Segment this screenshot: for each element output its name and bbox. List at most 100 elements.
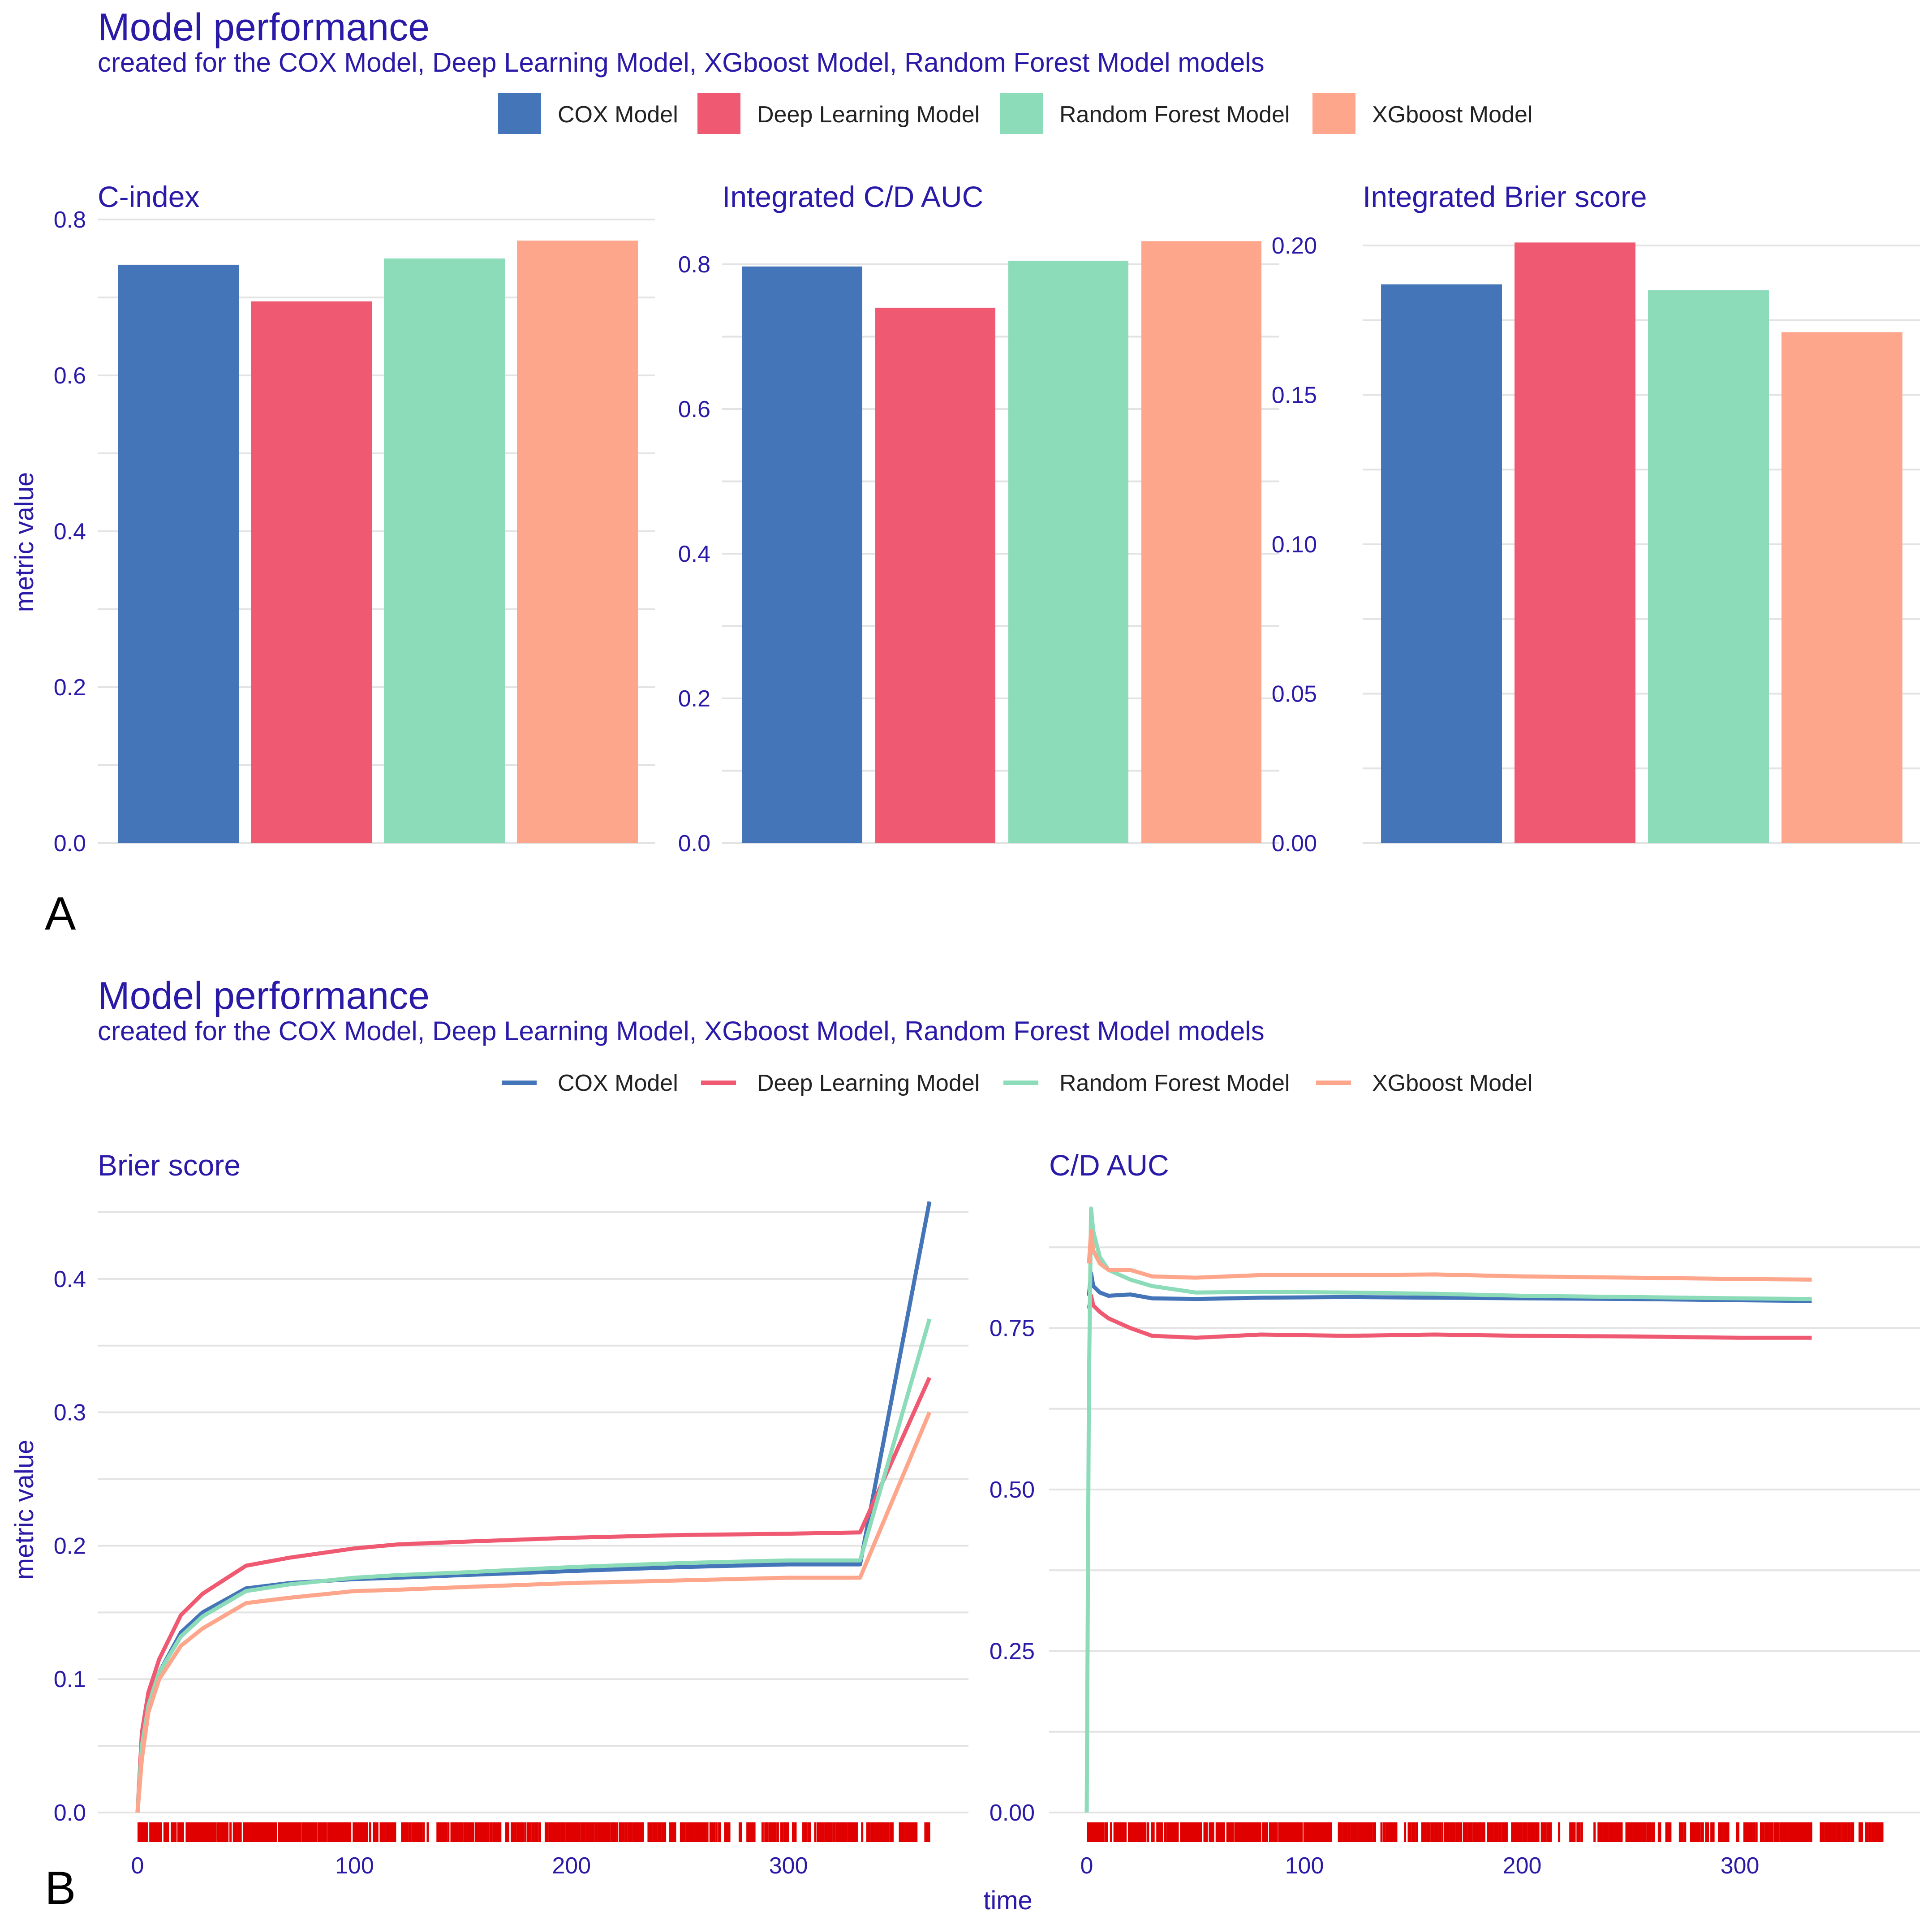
rug-mark <box>1156 1822 1159 1842</box>
rug-mark <box>1558 1822 1561 1842</box>
rug-mark <box>1483 1822 1485 1842</box>
rug-mark <box>387 1822 394 1842</box>
panel-a-ylabel: metric value <box>10 472 39 612</box>
rug-mark <box>909 1822 912 1842</box>
rug-mark <box>1121 1822 1124 1842</box>
y-tick-label: 0.4 <box>54 519 86 545</box>
rug-mark <box>310 1822 312 1842</box>
rug-mark <box>544 1822 549 1842</box>
legend-swatch-deep-learning-model <box>697 93 740 134</box>
rug-mark <box>570 1822 572 1842</box>
rug-mark <box>290 1822 293 1842</box>
bar-cox-model <box>1381 284 1502 844</box>
legend-label-xgboost-model: XGboost Model <box>1372 1070 1532 1096</box>
rug-mark <box>1102 1822 1105 1842</box>
rug-mark <box>1242 1822 1244 1842</box>
rug-mark <box>1240 1822 1243 1842</box>
rug-mark <box>263 1822 266 1842</box>
rug-mark <box>1300 1822 1303 1842</box>
rug-mark <box>1106 1822 1108 1842</box>
rug-mark <box>338 1822 341 1842</box>
rug-mark <box>1755 1822 1758 1842</box>
bar-random-forest-model <box>384 258 505 843</box>
chart-title-brier-score: Brier score <box>98 1149 241 1182</box>
rug-mark <box>288 1822 291 1842</box>
rug-mark <box>870 1822 874 1842</box>
y-tick-label: 0.8 <box>678 252 710 278</box>
rug-mark <box>251 1822 254 1842</box>
rug-mark <box>1227 1822 1230 1842</box>
y-tick-label: 0.05 <box>1272 681 1317 707</box>
rug-mark <box>1303 1822 1306 1842</box>
rug-mark <box>647 1822 653 1842</box>
rug-mark <box>1540 1822 1547 1842</box>
rug-mark <box>1140 1822 1143 1842</box>
rug-mark <box>322 1822 325 1842</box>
x-tick-label: 300 <box>1721 1853 1760 1879</box>
rug-mark <box>229 1822 232 1842</box>
rug-mark <box>1421 1822 1427 1842</box>
rug-mark <box>1255 1822 1258 1842</box>
rug-mark <box>1324 1822 1326 1842</box>
rug-mark <box>624 1822 628 1842</box>
rug-mark <box>1779 1822 1783 1842</box>
legend-label-deep-learning-model: Deep Learning Model <box>757 102 980 128</box>
rug-mark <box>463 1822 470 1842</box>
rug-mark <box>560 1822 566 1842</box>
rug-mark <box>1205 1822 1208 1842</box>
rug-mark <box>292 1822 294 1842</box>
rug-mark <box>1487 1822 1493 1842</box>
y-tick-label: 0.00 <box>990 1800 1035 1826</box>
rug-mark <box>1455 1822 1460 1842</box>
rug-mark <box>275 1822 277 1842</box>
rug-mark <box>1865 1822 1867 1842</box>
rug-mark <box>1281 1822 1284 1842</box>
rug-mark <box>817 1822 819 1842</box>
rug-mark <box>167 1822 169 1842</box>
rug-mark <box>837 1822 842 1842</box>
rug-mark <box>1343 1822 1347 1842</box>
rug-mark <box>1180 1822 1183 1842</box>
rug-mark <box>889 1822 894 1842</box>
rug-mark <box>658 1822 662 1842</box>
rug-mark <box>1215 1822 1218 1842</box>
rug-mark <box>619 1822 624 1842</box>
chart-title-integrated-c-d-auc: Integrated C/D AUC <box>722 180 983 213</box>
legend-swatch-cox-model <box>498 93 541 134</box>
rug-mark <box>1597 1822 1600 1842</box>
rug-mark <box>627 1822 633 1842</box>
rug-mark <box>232 1822 235 1842</box>
rug-mark <box>499 1822 502 1842</box>
rug-mark <box>1338 1822 1343 1842</box>
rug-mark <box>776 1822 779 1842</box>
rug-mark <box>1665 1822 1672 1842</box>
rug-mark <box>538 1822 542 1842</box>
rug-mark <box>900 1822 903 1842</box>
rug-mark <box>163 1822 166 1842</box>
rug-mark <box>236 1822 239 1842</box>
rug-mark <box>214 1822 217 1842</box>
rug-mark <box>1460 1822 1463 1842</box>
rug-mark <box>1411 1822 1416 1842</box>
rug-mark <box>1858 1822 1861 1842</box>
rug-mark <box>394 1822 396 1842</box>
rug-mark <box>1639 1822 1642 1842</box>
rug-mark <box>1546 1822 1552 1842</box>
rug-mark <box>1806 1822 1812 1842</box>
rug-mark <box>669 1822 673 1842</box>
rug-mark <box>1523 1822 1525 1842</box>
rug-mark <box>1841 1822 1848 1842</box>
rug-mark <box>224 1822 227 1842</box>
rug-mark <box>1113 1822 1116 1842</box>
rug-mark <box>1150 1822 1153 1842</box>
rug-mark <box>1119 1822 1122 1842</box>
rug-mark <box>282 1822 285 1842</box>
y-tick-label: 0.75 <box>990 1316 1035 1342</box>
rug-mark <box>574 1822 581 1842</box>
rug-mark <box>518 1822 525 1842</box>
rug-mark <box>1773 1822 1780 1842</box>
rug-mark <box>329 1822 331 1842</box>
rug-mark <box>151 1822 154 1842</box>
rug-mark <box>912 1822 918 1842</box>
rug-mark <box>1380 1822 1383 1842</box>
